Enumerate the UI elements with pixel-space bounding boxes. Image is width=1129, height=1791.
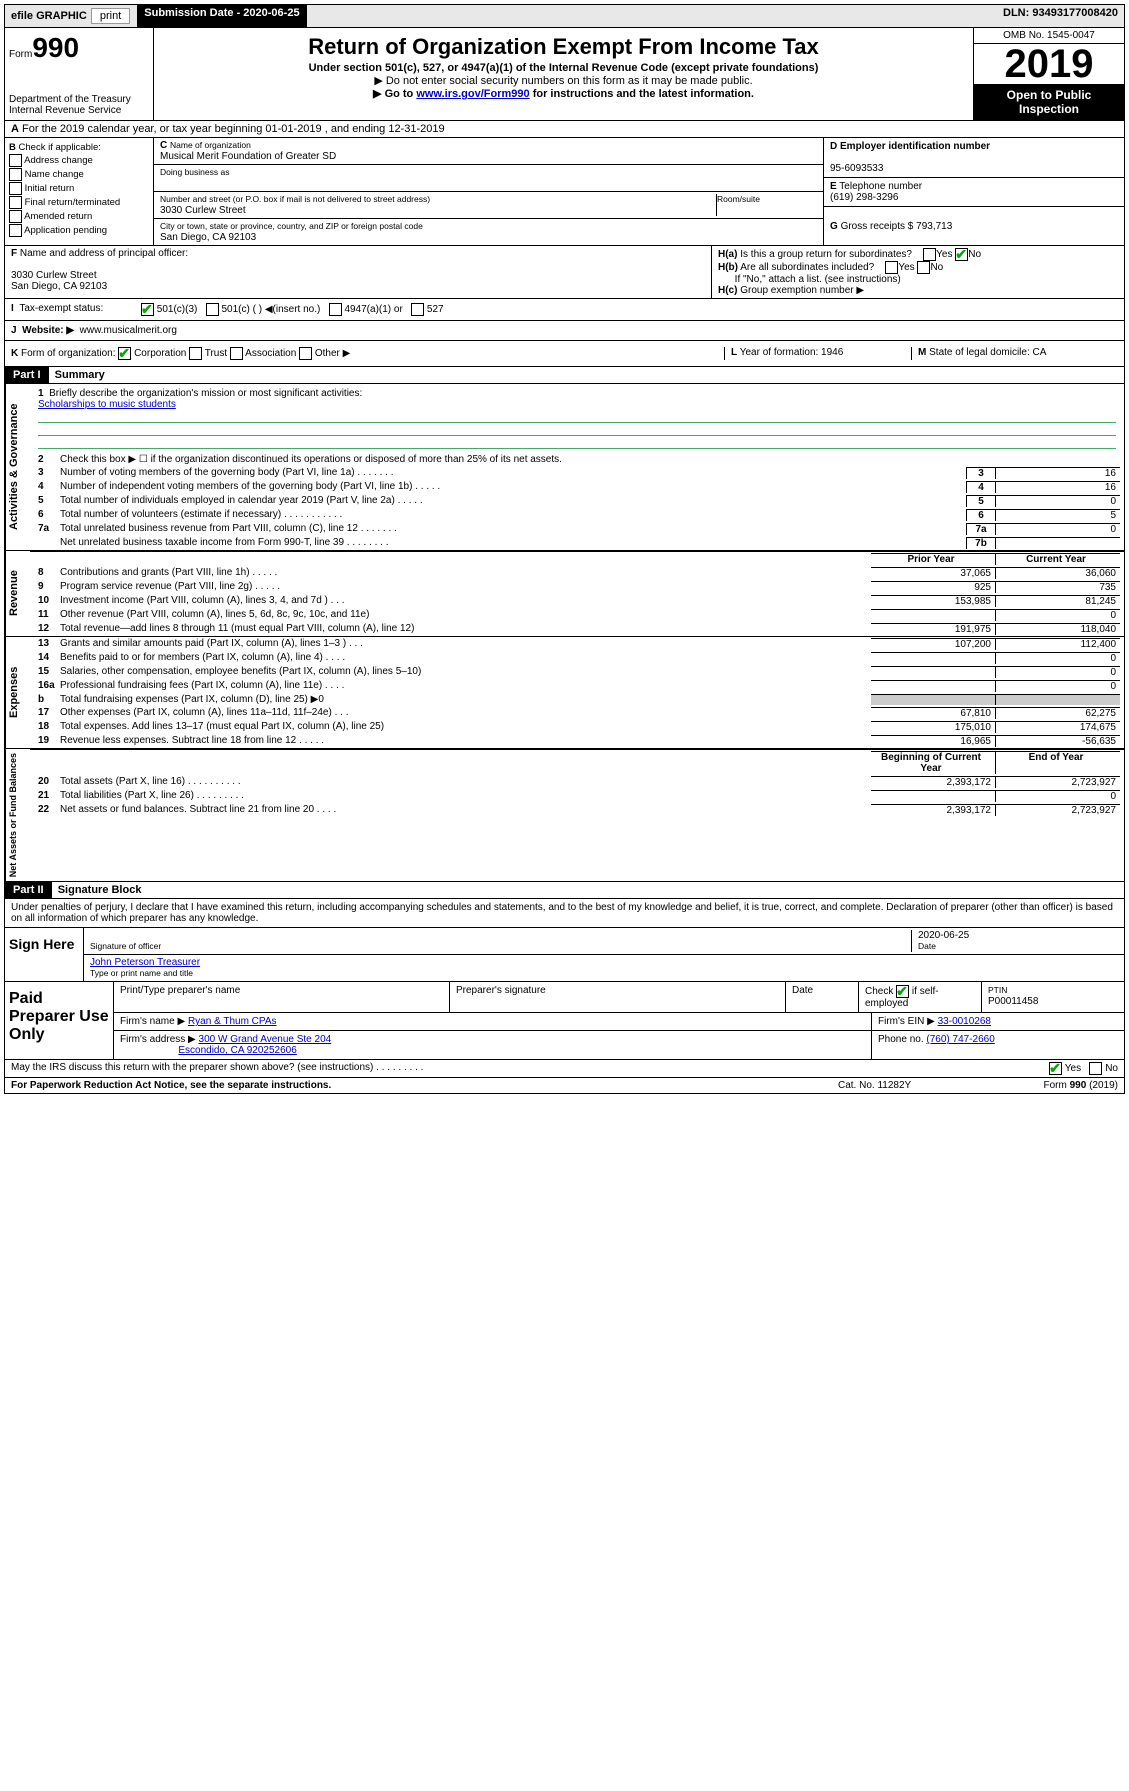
- column-b: B Check if applicable: Address change Na…: [5, 138, 154, 245]
- row-j-website: J Website: ▶ www.musicalmerit.org: [4, 321, 1125, 341]
- signature-section: Under penalties of perjury, I declare th…: [4, 899, 1125, 1060]
- vert-netassets: Net Assets or Fund Balances: [5, 749, 30, 881]
- line-6: 6Total number of volunteers (estimate if…: [30, 508, 1124, 522]
- line-17: 17Other expenses (Part IX, column (A), l…: [30, 706, 1124, 720]
- website-link[interactable]: www.musicalmerit.org: [80, 325, 177, 336]
- line-14: 14Benefits paid to or for members (Part …: [30, 651, 1124, 665]
- chk-pending[interactable]: Application pending: [9, 224, 149, 237]
- phone: (619) 298-3296: [830, 192, 898, 203]
- line-7a: 7aTotal unrelated business revenue from …: [30, 522, 1124, 536]
- summary-expenses: Expenses 13Grants and similar amounts pa…: [4, 637, 1125, 749]
- vert-governance: Activities & Governance: [5, 384, 30, 550]
- sign-here-label: Sign Here: [5, 928, 84, 981]
- efile-label: efile GRAPHIC print: [5, 5, 138, 27]
- line-21: 21Total liabilities (Part X, line 26) . …: [30, 789, 1124, 803]
- subtitle-3: ▶ Go to www.irs.gov/Form990 for instruct…: [158, 87, 969, 100]
- footer-row: For Paperwork Reduction Act Notice, see …: [4, 1078, 1125, 1094]
- summary-governance: Activities & Governance 1 Briefly descri…: [4, 384, 1125, 551]
- form-title: Return of Organization Exempt From Incom…: [158, 34, 969, 60]
- line-18: 18Total expenses. Add lines 13–17 (must …: [30, 720, 1124, 734]
- line-5: 5Total number of individuals employed in…: [30, 494, 1124, 508]
- org-name: Musical Merit Foundation of Greater SD: [160, 151, 336, 162]
- line-3: 3Number of voting members of the governi…: [30, 466, 1124, 480]
- line-8: 8Contributions and grants (Part VIII, li…: [30, 566, 1124, 580]
- summary-revenue: Revenue Prior YearCurrent Year 8Contribu…: [4, 551, 1125, 637]
- line-20: 20Total assets (Part X, line 16) . . . .…: [30, 775, 1124, 789]
- vert-revenue: Revenue: [5, 551, 30, 636]
- vert-expenses: Expenses: [5, 637, 30, 748]
- summary-netassets: Net Assets or Fund Balances Beginning of…: [4, 749, 1125, 882]
- form-number: Form990: [9, 32, 149, 64]
- chk-final[interactable]: Final return/terminated: [9, 196, 149, 209]
- city-state-zip: San Diego, CA 92103: [160, 232, 256, 243]
- line-19: 19Revenue less expenses. Subtract line 1…: [30, 734, 1124, 748]
- line-7b: Net unrelated business taxable income fr…: [30, 536, 1124, 550]
- subtitle-1: Under section 501(c), 527, or 4947(a)(1)…: [158, 62, 969, 74]
- line-10: 10Investment income (Part VIII, column (…: [30, 594, 1124, 608]
- part-ii-header: Part II Signature Block: [4, 882, 1125, 899]
- line-9: 9Program service revenue (Part VIII, lin…: [30, 580, 1124, 594]
- line-b: bTotal fundraising expenses (Part IX, co…: [30, 693, 1124, 706]
- line-22: 22Net assets or fund balances. Subtract …: [30, 803, 1124, 817]
- submission-date: Submission Date - 2020-06-25: [138, 5, 306, 27]
- irs-link[interactable]: www.irs.gov/Form990: [416, 88, 529, 100]
- dept-label: Department of the Treasury Internal Reve…: [9, 94, 149, 116]
- street-address: 3030 Curlew Street: [160, 205, 246, 216]
- line-12: 12Total revenue—add lines 8 through 11 (…: [30, 622, 1124, 636]
- discuss-row: May the IRS discuss this return with the…: [4, 1060, 1125, 1078]
- form-header: Form990 Department of the Treasury Inter…: [4, 28, 1125, 121]
- line-11: 11Other revenue (Part VIII, column (A), …: [30, 608, 1124, 622]
- line-16a: 16aProfessional fundraising fees (Part I…: [30, 679, 1124, 693]
- tax-year: 2019: [974, 44, 1124, 84]
- gross-receipts: 793,713: [916, 221, 952, 232]
- line-15: 15Salaries, other compensation, employee…: [30, 665, 1124, 679]
- column-d: D Employer identification number95-60935…: [823, 138, 1124, 245]
- dln-label: DLN: 93493177008420: [997, 5, 1124, 27]
- print-button[interactable]: print: [91, 8, 130, 24]
- section-bcd: B Check if applicable: Address change Na…: [4, 138, 1125, 246]
- row-i-tax-status: I Tax-exempt status: 501(c)(3) 501(c) ( …: [4, 299, 1125, 321]
- open-public-label: Open to Public Inspection: [974, 84, 1124, 120]
- paid-preparer: Paid Preparer Use Only Print/Type prepar…: [5, 981, 1124, 1059]
- mission-text: Scholarships to music students: [38, 399, 176, 410]
- section-fh: F Name and address of principal officer:…: [4, 246, 1125, 299]
- chk-name[interactable]: Name change: [9, 168, 149, 181]
- top-toolbar: efile GRAPHIC print Submission Date - 20…: [4, 4, 1125, 28]
- ein: 95-6093533: [830, 163, 883, 174]
- column-c: C Name of organizationMusical Merit Foun…: [154, 138, 823, 245]
- form-footer: Form 990 (2019): [988, 1080, 1118, 1091]
- row-a-tax-year: A For the 2019 calendar year, or tax yea…: [4, 121, 1125, 138]
- subtitle-2: ▶ Do not enter social security numbers o…: [158, 74, 969, 87]
- chk-amended[interactable]: Amended return: [9, 210, 149, 223]
- line-13: 13Grants and similar amounts paid (Part …: [30, 637, 1124, 651]
- part-i-header: Part I Summary: [4, 367, 1125, 384]
- row-k: K Form of organization: Corporation Trus…: [4, 341, 1125, 367]
- chk-initial[interactable]: Initial return: [9, 182, 149, 195]
- line-4: 4Number of independent voting members of…: [30, 480, 1124, 494]
- chk-address[interactable]: Address change: [9, 154, 149, 167]
